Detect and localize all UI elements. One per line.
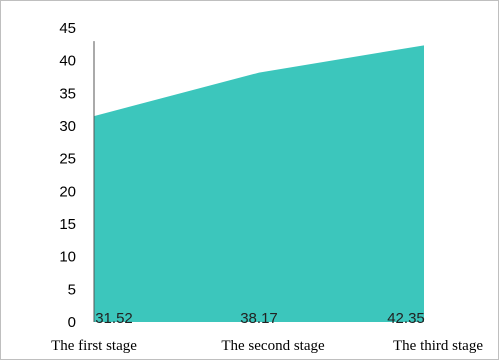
data-label: 42.35: [387, 310, 425, 327]
x-axis-category-labels: The first stage The second stage The third…: [51, 338, 483, 354]
y-tick-label: 35: [59, 85, 76, 102]
y-axis-tick-labels: 0 5 10 15 20 25 30 35 40 45: [59, 20, 76, 331]
y-tick-label: 0: [68, 314, 76, 331]
y-tick-label: 45: [59, 20, 76, 37]
area-series: [94, 45, 424, 323]
data-labels: 31.52 38.17 42.35: [95, 310, 425, 327]
y-tick-label: 25: [59, 151, 76, 168]
data-label: 38.17: [240, 310, 278, 327]
y-tick-label: 20: [59, 183, 76, 200]
y-tick-label: 10: [59, 249, 76, 266]
x-category-label: The second stage: [221, 338, 325, 354]
x-category-label: The third stage: [393, 338, 483, 354]
y-tick-label: 5: [68, 281, 76, 298]
x-category-label: The first stage: [51, 338, 137, 354]
y-tick-label: 40: [59, 53, 76, 70]
y-tick-label: 15: [59, 216, 76, 233]
data-label: 31.52: [95, 310, 133, 327]
y-tick-label: 30: [59, 118, 76, 135]
plot-area: [94, 45, 424, 323]
